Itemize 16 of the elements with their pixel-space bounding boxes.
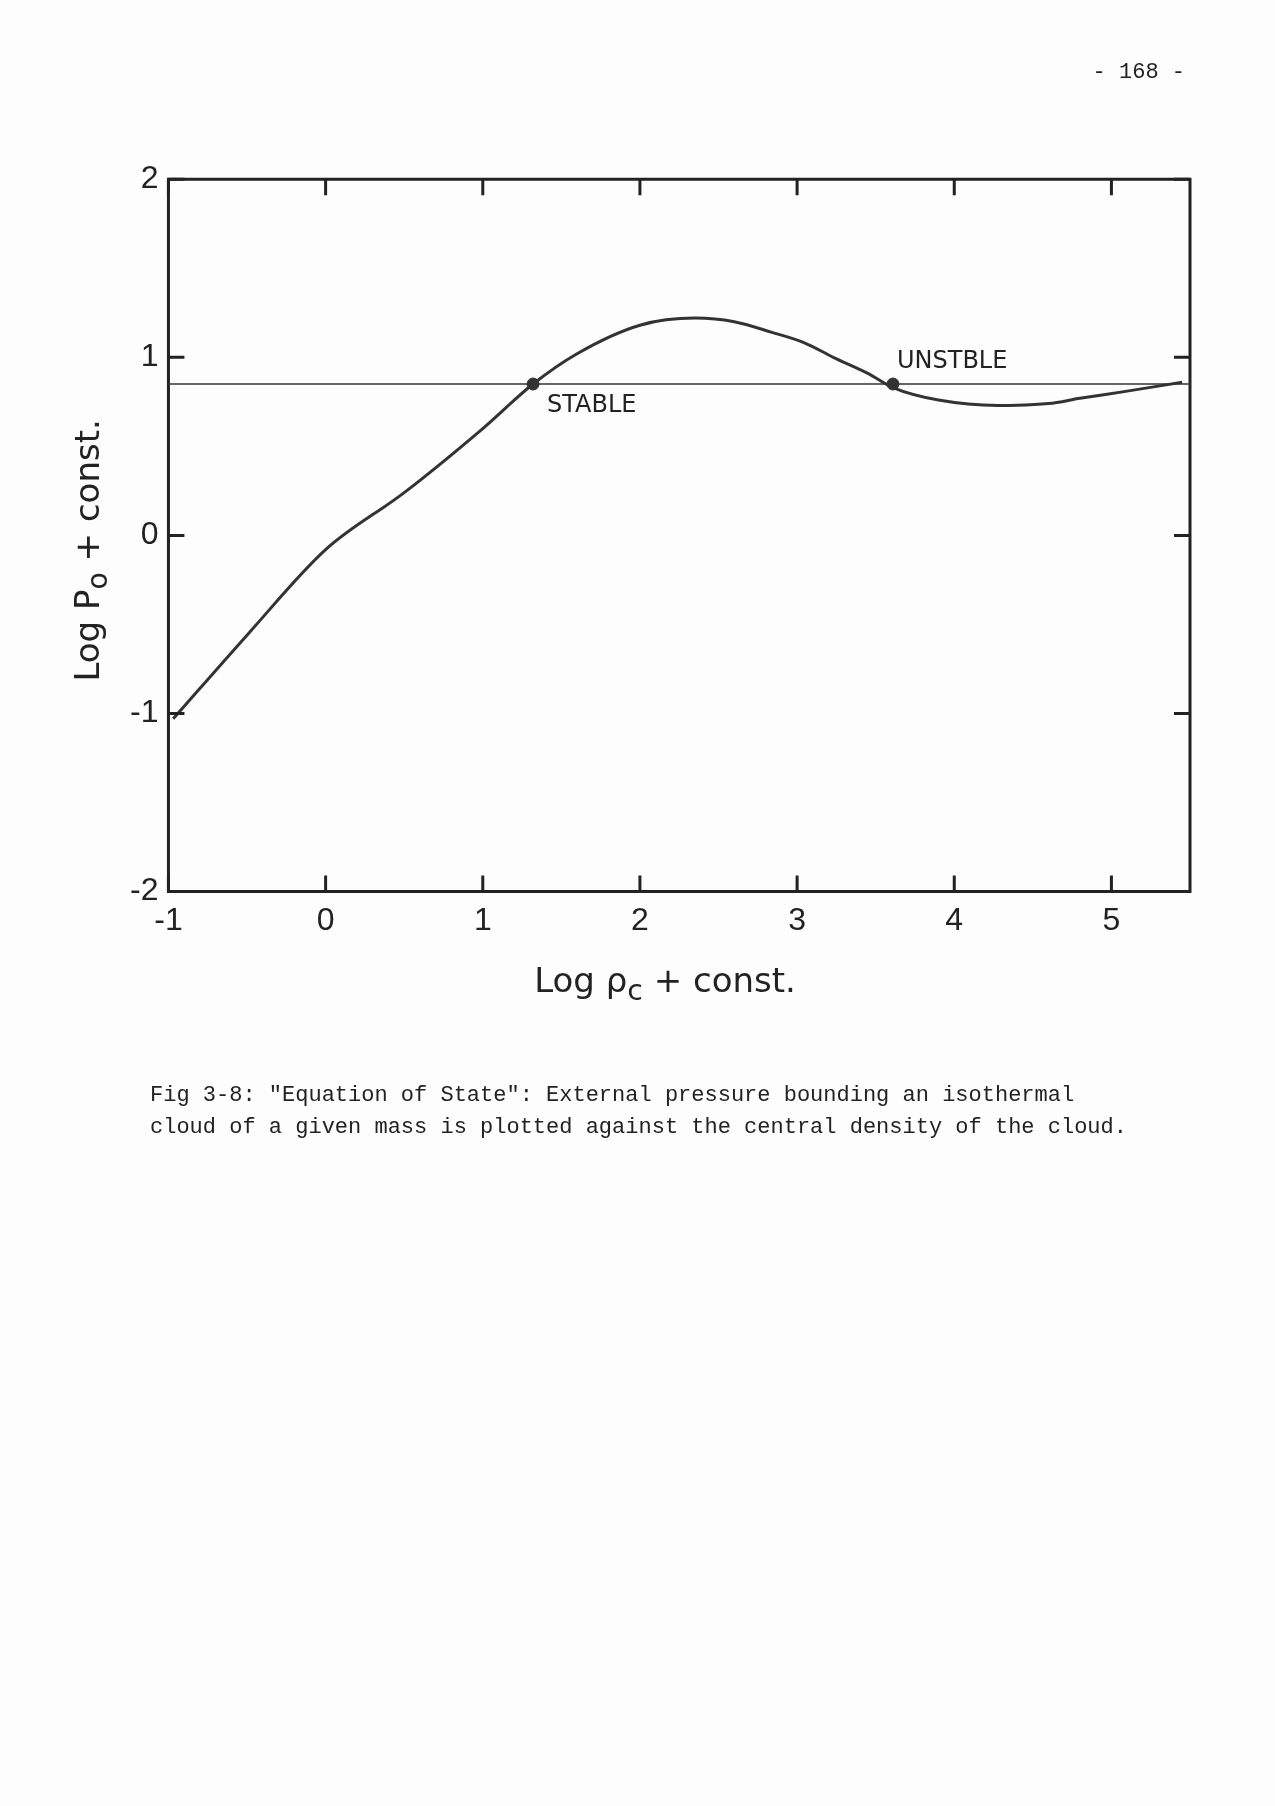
caption: Fig 3-8: "Equation of State": External pressure bounding an isothermal cloud of a given mass is plotted against the central density of the cloud. xyxy=(150,1082,1128,1142)
annotation: UNSTBLE xyxy=(896,346,1008,375)
y-tick-label: 2 xyxy=(140,159,159,196)
x-axis-title: Log ρ$_{c}$ + const. xyxy=(533,960,797,1007)
y-tick-label: 1 xyxy=(140,337,159,374)
x-tick-label: 5 xyxy=(1102,900,1121,937)
x-tick-label: 2 xyxy=(631,900,649,937)
y-tick-label: 0 xyxy=(140,515,159,552)
x-tick-label: 4 xyxy=(945,900,964,937)
annotation: STABLE xyxy=(547,390,637,419)
x-tick-label: 0 xyxy=(316,900,335,937)
y-tick-label: -1 xyxy=(130,693,159,730)
x-tick-label: 3 xyxy=(788,900,806,937)
y-tick-label: -2 xyxy=(130,871,159,908)
x-tick-label: 1 xyxy=(473,900,492,937)
text: - 168 - xyxy=(1092,60,1185,85)
